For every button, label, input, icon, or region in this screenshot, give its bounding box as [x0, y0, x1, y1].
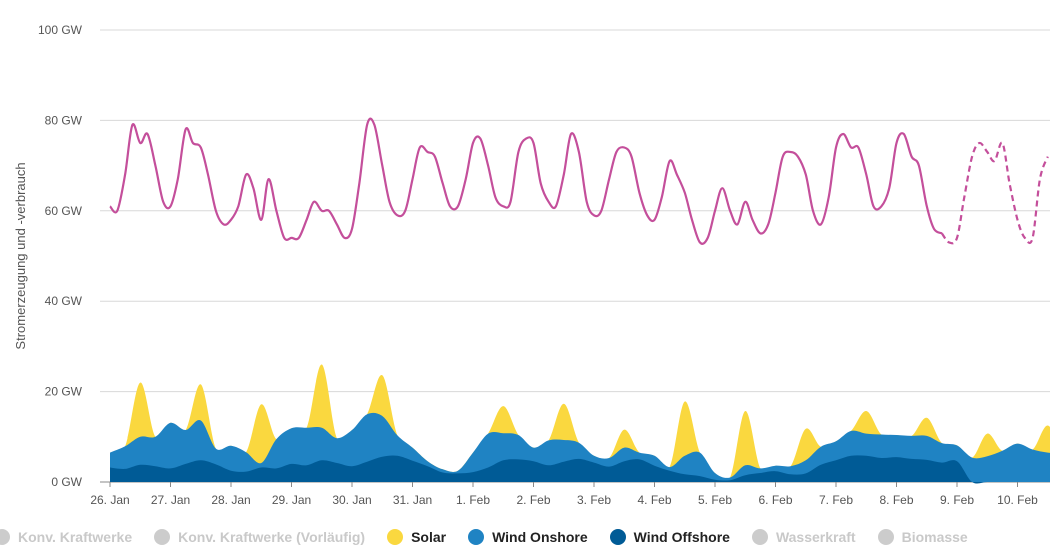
legend-dot-icon: [609, 529, 626, 545]
x-tick-label: 2. Feb: [516, 493, 550, 507]
x-tick-label: 27. Jan: [151, 493, 190, 507]
x-tick-label: 30. Jan: [332, 493, 371, 507]
consumption-line: [109, 117, 943, 245]
legend-item[interactable]: Wasserkraft: [751, 529, 856, 545]
y-tick-label: 20 GW: [45, 385, 83, 399]
legend-dot-icon: [0, 529, 10, 545]
x-tick-label: 26. Jan: [90, 493, 129, 507]
legend-label: Wasserkraft: [775, 529, 856, 545]
x-tick-label: 5. Feb: [698, 493, 732, 507]
x-tick-label: 28. Jan: [211, 493, 250, 507]
area-wind-onshore: [110, 412, 1050, 482]
x-tick-label: 31. Jan: [393, 493, 432, 507]
y-axis-ticks: 0 GW 20 GW 40 GW 60 GW 80 GW 100 GW: [38, 23, 83, 489]
legend-dot-icon: [751, 529, 768, 545]
legend-dot-icon: [468, 529, 485, 545]
legend-label: Wind Offshore: [633, 529, 730, 545]
legend-label: Konv. Kraftwerke (Vorläufig): [178, 529, 366, 545]
area-wind-offshore: [110, 455, 1050, 484]
x-tick-label: 10. Feb: [997, 493, 1038, 507]
legend: Konv. Kraftwerke Konv. Kraftwerke (Vorläu…: [0, 526, 990, 548]
legend-label: Wind Onshore: [492, 529, 588, 545]
legend-dot-icon: [154, 529, 171, 545]
y-tick-label: 0 GW: [51, 475, 82, 489]
y-tick-label: 80 GW: [45, 113, 83, 127]
x-tick-label: 6. Feb: [758, 493, 792, 507]
x-tick-label: 8. Feb: [879, 493, 913, 507]
y-axis-label: Stromerzeugung und -verbrauch: [13, 162, 28, 349]
consumption-lines: [109, 117, 1049, 245]
legend-item[interactable]: Wind Onshore: [468, 529, 588, 545]
legend-dot-icon: [877, 529, 894, 545]
x-tick-label: 1. Feb: [456, 493, 490, 507]
legend-item[interactable]: Biomasse: [877, 529, 968, 545]
x-tick-label: 4. Feb: [637, 493, 671, 507]
x-tick-label: 7. Feb: [819, 493, 853, 507]
legend-label: Biomasse: [901, 529, 968, 545]
x-tick-label: 9. Feb: [940, 493, 974, 507]
y-tick-label: 100 GW: [38, 23, 83, 37]
legend-label: Solar: [411, 529, 447, 545]
grid-lines: [100, 29, 1050, 483]
legend-dot-icon: [387, 529, 404, 545]
legend-item[interactable]: Konv. Kraftwerke (Vorläufig): [154, 529, 365, 545]
x-tick-label: 29. Jan: [272, 493, 311, 507]
x-tick-label: 3. Feb: [577, 493, 611, 507]
legend-item[interactable]: Wind Offshore: [609, 529, 730, 545]
generation-chart: 0 GW 20 GW 40 GW 60 GW 80 GW 100 GW 26. Jan 27…: [13, 23, 1050, 507]
consumption-forecast-line: [941, 141, 1049, 245]
legend-item[interactable]: Konv. Kraftwerke: [0, 529, 132, 545]
legend-item[interactable]: Solar: [387, 529, 446, 545]
y-tick-label: 40 GW: [45, 294, 83, 308]
series-areas: [110, 364, 1050, 484]
legend-label: Konv. Kraftwerke: [18, 529, 133, 545]
x-axis-ticks: 26. Jan 27. Jan 28. Jan 29. Jan 30. Jan 31. J…: [90, 482, 1038, 507]
y-tick-label: 60 GW: [45, 204, 83, 218]
